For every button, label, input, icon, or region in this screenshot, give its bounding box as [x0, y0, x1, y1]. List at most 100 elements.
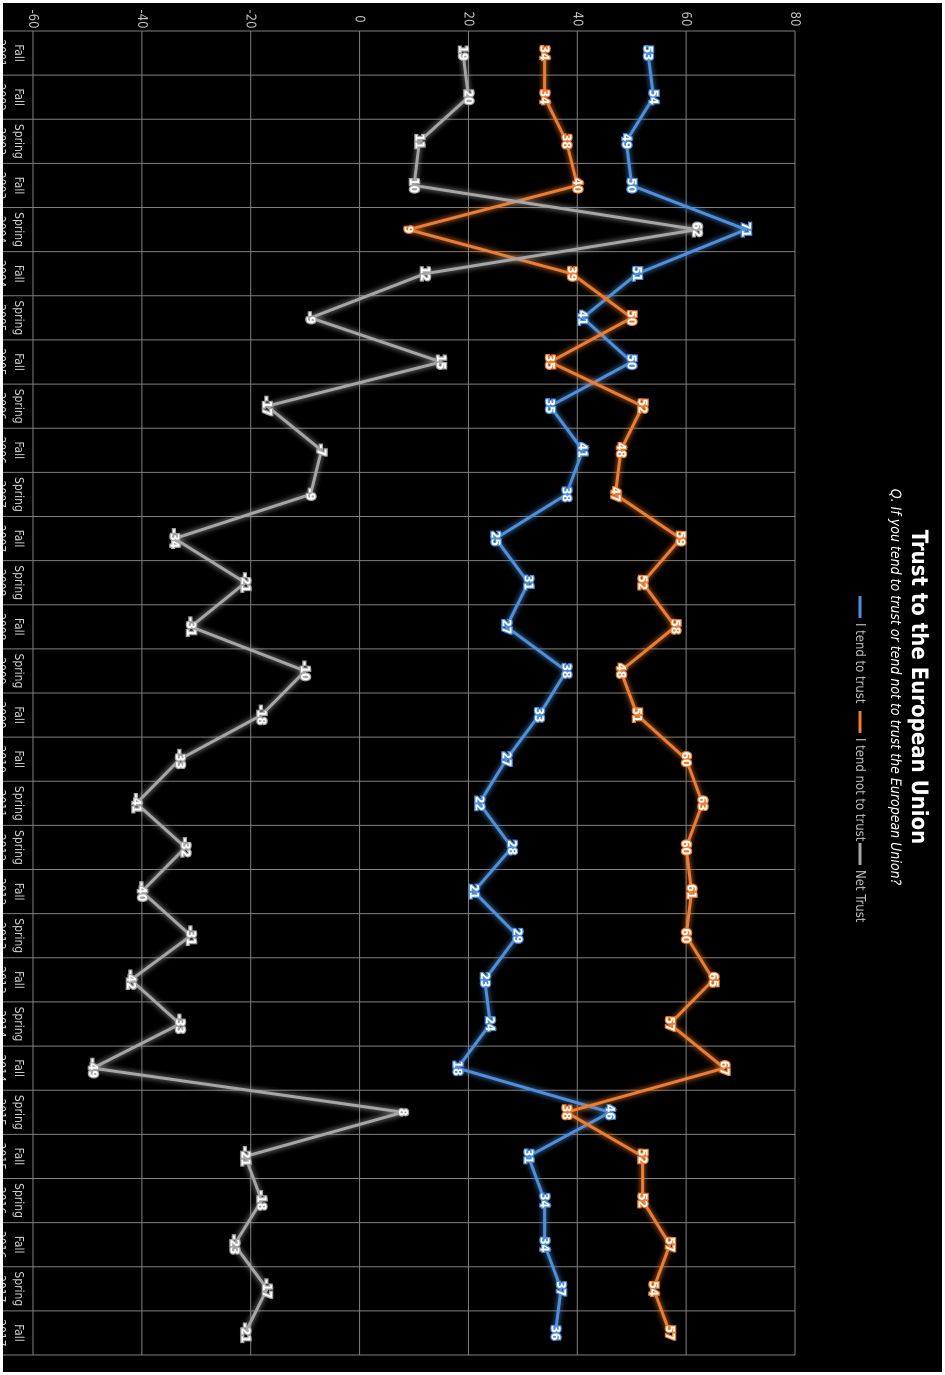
data-label-net-trust: -23: [227, 1235, 241, 1255]
data-label-net-trust: -17: [260, 396, 274, 416]
legend: I tend to trust I tend not to trust Net Tr…: [852, 596, 867, 923]
x-tick-label-year: 2008: [3, 569, 8, 597]
data-label-i-tend-not-to-trust: 48: [614, 443, 628, 458]
x-tick-label-season: Spring: [12, 1183, 26, 1218]
x-tick-label-season: Fall: [12, 177, 26, 195]
x-tick-label-year: 2006: [3, 437, 8, 465]
series-line-i-tend-to-trust: [456, 52, 748, 1334]
data-label-i-tend-not-to-trust: 63: [695, 796, 709, 811]
data-label-net-trust: -21: [238, 573, 252, 593]
x-tick-label-season: Fall: [12, 971, 26, 989]
x-tick-label-year: 2009: [3, 657, 8, 685]
legend-label-i-tend-to-trust: I tend to trust: [852, 623, 867, 704]
x-tick-label-season: Spring: [12, 565, 26, 600]
x-tick-label-season: Fall: [12, 750, 26, 768]
y-tick-label: 20: [460, 12, 475, 27]
data-label-i-tend-not-to-trust: 48: [614, 663, 628, 678]
data-label-i-tend-to-trust: 38: [559, 487, 573, 502]
x-tick-label-year: 2005: [3, 348, 8, 375]
data-label-net-trust: -31: [184, 617, 198, 637]
data-label-net-trust: 12: [418, 266, 432, 281]
x-tick-label-year: 2004: [3, 216, 8, 244]
data-label-i-tend-to-trust: 35: [543, 399, 557, 414]
data-label-i-tend-to-trust: 27: [500, 752, 514, 767]
data-label-net-trust: -9: [304, 312, 318, 324]
data-label-net-trust: -18: [255, 705, 269, 725]
y-tick-label: 80: [787, 12, 802, 27]
data-label-i-tend-not-to-trust: 38: [559, 134, 573, 149]
data-label-net-trust: -33: [173, 749, 187, 769]
x-tick-label-season: Fall: [12, 1059, 26, 1077]
x-tick-label-year: 2009: [3, 701, 8, 729]
x-tick-label-season: Fall: [12, 353, 26, 371]
x-tick-label-year: 2002: [3, 83, 8, 110]
grid-lines: [3, 30, 796, 1356]
x-tick-label-season: Fall: [12, 618, 26, 636]
x-tick-label-season: Spring: [12, 124, 26, 159]
data-label-i-tend-to-trust: 34: [538, 1237, 552, 1253]
data-label-net-trust: -33: [173, 1014, 187, 1034]
x-tick-label-year: 2008: [3, 613, 8, 641]
legend-label-i-tend-not-to-trust: I tend not to trust: [852, 738, 867, 842]
data-label-i-tend-not-to-trust: 52: [636, 575, 650, 590]
x-tick-label-season: Fall: [12, 706, 26, 724]
data-label-net-trust: -18: [255, 1191, 269, 1211]
x-tick-label-year: 2011: [3, 790, 8, 817]
legend-label-net-trust: Net Trust: [852, 870, 867, 923]
x-tick-label-season: Spring: [12, 477, 26, 512]
data-label-i-tend-to-trust: 46: [603, 1105, 617, 1120]
data-label-net-trust: -21: [238, 1323, 252, 1343]
data-label-i-tend-to-trust: 24: [483, 1016, 497, 1032]
x-tick-label-year: 2005: [3, 304, 8, 331]
x-tick-label-year: 2017: [3, 1275, 8, 1302]
x-tick-label-year: 2003: [3, 172, 8, 199]
x-tick-label-season: Spring: [12, 212, 26, 247]
x-tick-label-season: Fall: [12, 883, 26, 901]
data-label-i-tend-to-trust: 50: [625, 178, 639, 193]
x-tick-label-season: Spring: [12, 1007, 26, 1042]
x-tick-label-year: 2017: [3, 1319, 8, 1346]
data-label-net-trust: -17: [260, 1279, 274, 1299]
x-tick-label-year: 2001: [3, 39, 8, 66]
data-label-i-tend-not-to-trust: 58: [668, 619, 682, 634]
data-label-i-tend-to-trust: 22: [472, 796, 486, 811]
data-label-net-trust: 10: [407, 178, 421, 193]
x-tick-label-season: Spring: [12, 300, 26, 335]
y-tick-label: -40: [134, 9, 149, 28]
data-label-i-tend-to-trust: 50: [625, 354, 639, 369]
data-label-i-tend-not-to-trust: 54: [646, 1281, 660, 1297]
data-label-i-tend-to-trust: 33: [532, 708, 546, 723]
data-label-i-tend-not-to-trust: 51: [630, 708, 644, 723]
data-label-i-tend-to-trust: 21: [467, 884, 481, 899]
x-tick-label-year: 2012: [3, 878, 8, 905]
chart-subtitle: Q. If you tend to trust or tend not to t…: [887, 489, 903, 886]
data-label-net-trust: -9: [304, 488, 318, 500]
data-label-i-tend-to-trust: 28: [505, 840, 519, 855]
data-label-net-trust: 20: [461, 90, 475, 105]
data-label-net-trust: -49: [86, 1058, 100, 1078]
x-tick-label-season: Spring: [12, 918, 26, 953]
data-label-i-tend-to-trust: 53: [641, 46, 655, 61]
x-tick-label-season: Spring: [12, 654, 26, 689]
chart-title: Trust to the European Union: [906, 530, 931, 844]
data-label-i-tend-to-trust: 37: [554, 1281, 568, 1296]
x-tick-label-season: Spring: [12, 1271, 26, 1306]
x-tick-label-year: 2007: [3, 481, 8, 508]
data-label-i-tend-not-to-trust: 52: [636, 399, 650, 414]
x-tick-label-year: 2007: [3, 525, 8, 552]
y-tick-label: -60: [25, 9, 40, 28]
data-label-i-tend-not-to-trust: 35: [543, 354, 557, 369]
data-label-i-tend-not-to-trust: 52: [636, 1193, 650, 1208]
chart-canvas: Trust to the European Union Q. If you te…: [3, 9, 931, 1356]
y-tick-label: 40: [569, 12, 584, 27]
data-label-i-tend-not-to-trust: 57: [663, 1325, 677, 1340]
data-label-net-trust: 8: [396, 1109, 410, 1117]
x-tick-label-season: Spring: [12, 389, 26, 424]
x-tick-label-year: 2006: [3, 392, 8, 420]
data-label-i-tend-to-trust: 71: [739, 222, 753, 237]
data-label-net-trust: -10: [298, 661, 312, 681]
data-label-i-tend-to-trust: 27: [500, 619, 514, 634]
data-label-i-tend-not-to-trust: 60: [679, 928, 693, 943]
data-label-i-tend-to-trust: 29: [510, 928, 524, 943]
data-label-i-tend-to-trust: 36: [549, 1325, 563, 1340]
